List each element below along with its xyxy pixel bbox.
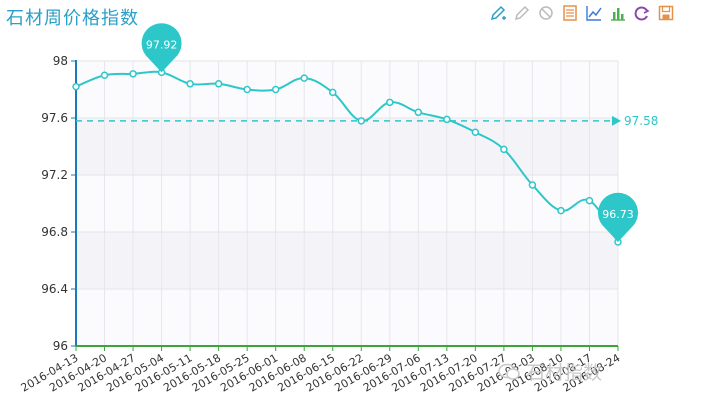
- chart-toolbox: [489, 4, 675, 22]
- y-tick-label: 98: [53, 54, 68, 68]
- save-image-icon[interactable]: [657, 4, 675, 22]
- data-point: [557, 206, 565, 215]
- watermark: 石材指数: [498, 358, 602, 385]
- data-point: [186, 80, 194, 88]
- data-point: [300, 74, 308, 82]
- grid-band: [76, 232, 618, 289]
- grid-band: [76, 289, 618, 346]
- data-point: [528, 181, 537, 189]
- data-point: [500, 145, 508, 154]
- data-point: [271, 85, 280, 94]
- data-point: [72, 82, 80, 91]
- data-point: [129, 70, 137, 78]
- data-point: [214, 80, 223, 88]
- wechat-icon: [498, 363, 520, 380]
- mark-point-label: 97.92: [146, 38, 178, 51]
- bar-chart-icon[interactable]: [609, 4, 627, 22]
- chart-title: 石材周价格指数: [6, 8, 139, 29]
- mark-point-label: 96.73: [602, 208, 634, 221]
- mark-point-pin: [598, 192, 638, 242]
- mark-point-pin: [141, 23, 182, 73]
- data-point: [243, 85, 251, 94]
- data-point: [328, 88, 337, 97]
- data-point: [100, 71, 109, 79]
- data-point: [471, 128, 480, 136]
- data-point: [357, 117, 366, 125]
- erase-icon[interactable]: [537, 4, 555, 22]
- data-point: [386, 98, 394, 107]
- watermark-text: 石材指数: [526, 362, 603, 384]
- y-tick-label: 96.4: [41, 282, 68, 296]
- y-tick-label: 96: [53, 339, 68, 353]
- line-chart-icon[interactable]: [585, 4, 603, 22]
- mark-icon[interactable]: [489, 4, 507, 22]
- clear-mark-icon[interactable]: [513, 4, 531, 22]
- data-point: [414, 108, 423, 117]
- grid-band: [76, 175, 618, 232]
- mark-line-label: 97.58: [624, 114, 658, 128]
- mark-line-arrow: [612, 115, 621, 126]
- y-tick-label: 97.2: [41, 168, 68, 182]
- y-tick-label: 96.8: [41, 225, 68, 239]
- data-view-icon[interactable]: [561, 4, 579, 22]
- restore-icon[interactable]: [633, 4, 651, 22]
- y-tick-label: 97.6: [41, 111, 68, 125]
- grid-band: [76, 118, 618, 175]
- data-point: [443, 115, 451, 124]
- data-point: [585, 196, 594, 205]
